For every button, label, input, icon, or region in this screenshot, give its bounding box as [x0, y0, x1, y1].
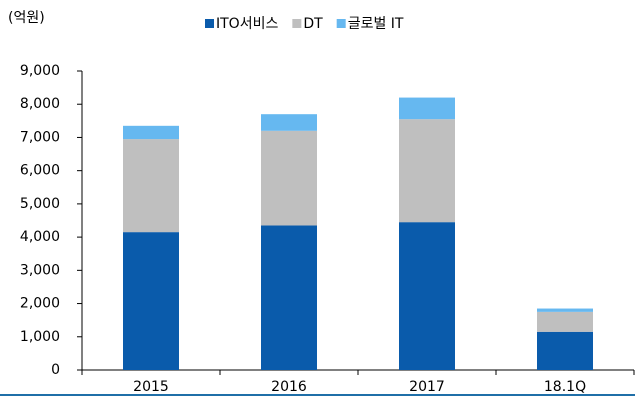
y-tick-label: 0 [51, 362, 60, 378]
y-tick-label: 7,000 [20, 129, 60, 145]
legend-label: DT [303, 16, 323, 32]
legend-swatch [336, 19, 346, 28]
x-tick-label: 18.1Q [544, 379, 586, 395]
y-tick-label: 4,000 [20, 229, 60, 245]
bar-segment [537, 308, 593, 312]
legend-label: 글로벌 IT [348, 16, 404, 32]
bar-segment [123, 139, 179, 233]
legend-label: ITO서비스 [216, 16, 278, 32]
bar-segment [399, 119, 455, 223]
bar-segment [399, 222, 455, 370]
x-tick-label: 2016 [271, 379, 307, 395]
bar-segment [261, 225, 317, 370]
bar-segment [123, 125, 179, 140]
bar-segment [537, 331, 593, 370]
legend-swatch [205, 19, 214, 28]
y-tick-label: 3,000 [20, 262, 60, 278]
legend-swatch [292, 19, 302, 28]
y-axis-label: (억원) [8, 10, 45, 26]
y-tick-label: 5,000 [20, 196, 60, 212]
y-tick-label: 9,000 [20, 63, 60, 79]
bar-segment [399, 97, 455, 120]
x-tick-label: 2017 [409, 379, 445, 395]
y-tick-label: 2,000 [20, 296, 60, 312]
bar-segment [261, 130, 317, 226]
y-tick-label: 6,000 [20, 163, 60, 179]
x-tick-label: 2015 [133, 379, 169, 395]
bar-segment [123, 232, 179, 370]
bar-segment [261, 114, 317, 131]
bar-segment [537, 311, 593, 332]
y-tick-label: 1,000 [20, 329, 60, 345]
y-tick-label: 8,000 [20, 96, 60, 112]
